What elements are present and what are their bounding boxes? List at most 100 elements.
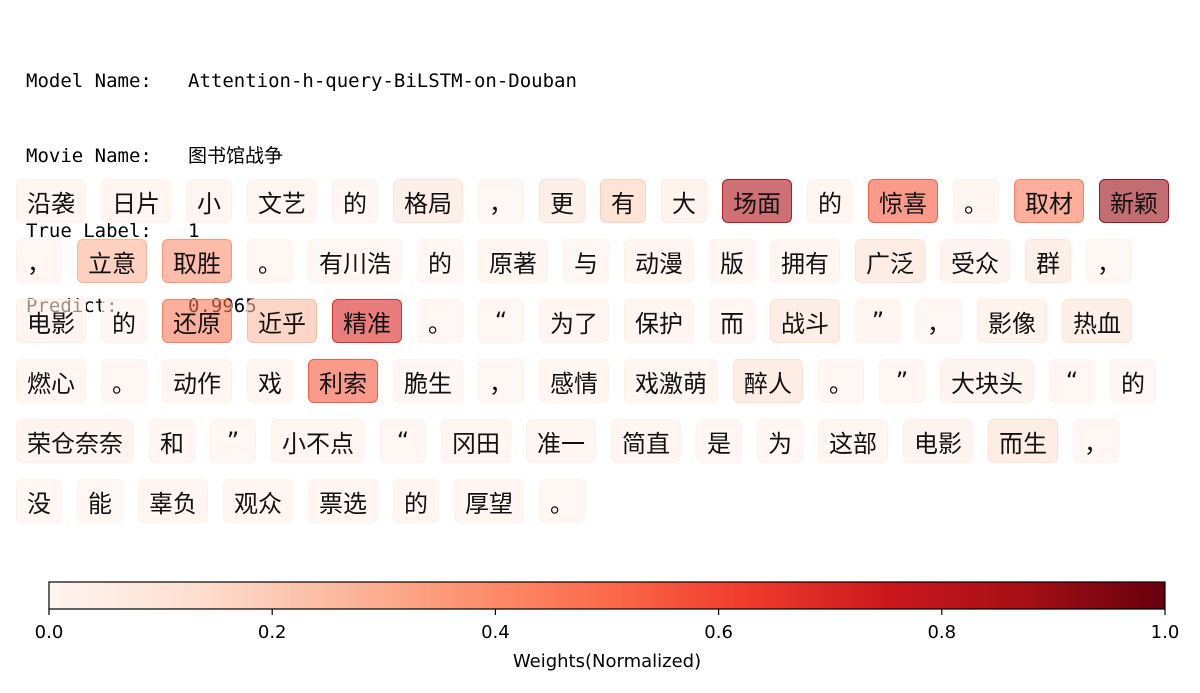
token-box: 。 — [953, 179, 999, 223]
token-box: 影像 — [977, 299, 1047, 343]
token-box: 惊喜 — [868, 179, 938, 223]
model-name-key: Model Name: — [26, 70, 152, 92]
token-box: 文艺 — [247, 179, 317, 223]
movie-name-key: Movie Name: — [26, 145, 152, 167]
true-label-key: True Label: — [26, 220, 152, 242]
colorbar-tick-label: 0.2 — [258, 622, 287, 643]
token-box: 。 — [818, 359, 864, 403]
token-box: ， — [916, 299, 962, 343]
token-box: 近乎 — [247, 299, 317, 343]
token-box: ， — [16, 239, 62, 283]
token-box: 燃心 — [16, 359, 86, 403]
token-box: 荣仓奈奈 — [16, 419, 134, 463]
token-box: 更 — [539, 179, 585, 223]
token-box: 票选 — [308, 479, 378, 523]
token-box: 。 — [539, 479, 585, 523]
token-box: 电影 — [903, 419, 973, 463]
token-box: 日片 — [101, 179, 171, 223]
token-box: 热血 — [1062, 299, 1132, 343]
token-box: 的 — [417, 239, 463, 283]
movie-name-row: Movie Name: 图书馆战争 — [26, 144, 577, 169]
model-name-row: Model Name: Attention-h-query-BiLSTM-on-D… — [26, 69, 577, 94]
colorbar-label: Weights(Normalized) — [513, 651, 701, 672]
token-box: 。 — [247, 239, 293, 283]
token-box: ” — [210, 419, 256, 463]
model-name-value: Attention-h-query-BiLSTM-on-Douban — [188, 70, 577, 92]
token-box: 广泛 — [855, 239, 925, 283]
token-box: 格局 — [393, 179, 463, 223]
colorbar-tick-label: 0.8 — [927, 622, 956, 643]
colorbar-svg: 0.0 0.2 0.4 0.6 0.8 1.0 Weights(Normalized) — [35, 581, 1180, 672]
token-box: 受众 — [940, 239, 1010, 283]
token-box: 和 — [149, 419, 195, 463]
token-box: 有川浩 — [308, 239, 402, 283]
token-box: 戏 — [247, 359, 293, 403]
token-box: 取材 — [1014, 179, 1084, 223]
token-box: 的 — [332, 179, 378, 223]
token-box: 动漫 — [624, 239, 694, 283]
colorbar: 0.0 0.2 0.4 0.6 0.8 1.0 Weights(Normalized) — [0, 560, 1200, 693]
token-box: 小 — [186, 179, 232, 223]
token-box: ， — [478, 359, 524, 403]
token-box: 而生 — [988, 419, 1058, 463]
token-box: 利索 — [308, 359, 378, 403]
token-box: 为了 — [539, 299, 609, 343]
token-box: 是 — [696, 419, 742, 463]
token-box: 简直 — [611, 419, 681, 463]
token-box: “ — [380, 419, 426, 463]
token-box: 。 — [417, 299, 463, 343]
token-box: 动作 — [162, 359, 232, 403]
token-box: 沿袭 — [16, 179, 86, 223]
token-box: 的 — [1110, 359, 1156, 403]
token-box: 厚望 — [454, 479, 524, 523]
colorbar-tick-label: 1.0 — [1151, 622, 1180, 643]
token-box: 感情 — [539, 359, 609, 403]
token-box: 精准 — [332, 299, 402, 343]
true-label-row: True Label: 1 — [26, 219, 577, 244]
token-box: 戏激萌 — [624, 359, 718, 403]
token-box: 新颖 — [1099, 179, 1169, 223]
token-box: “ — [1049, 359, 1095, 403]
attention-token-grid: 沿袭 日片小文艺的格局，更有大场面的惊喜。取材 新颖，立意 取胜。有川浩的原著与动漫版… — [16, 179, 1169, 523]
token-box: “ — [478, 299, 524, 343]
token-box: 有 — [600, 179, 646, 223]
token-box: 拥有 — [770, 239, 840, 283]
token-box: 小不点 — [271, 419, 365, 463]
token-box: 为 — [757, 419, 803, 463]
token-box: 的 — [101, 299, 147, 343]
token-box: 没 — [16, 479, 62, 523]
token-box: 战斗 — [770, 299, 840, 343]
colorbar-tick-label: 0.4 — [481, 622, 510, 643]
token-box: 电影 — [16, 299, 86, 343]
token-box: 而 — [709, 299, 755, 343]
token-box: 还原 — [162, 299, 232, 343]
token-box: 的 — [393, 479, 439, 523]
token-box: 准一 — [526, 419, 596, 463]
token-box: ， — [478, 179, 524, 223]
token-box: 能 — [77, 479, 123, 523]
token-box: 脆生 — [393, 359, 463, 403]
movie-name-value: 图书馆战争 — [188, 145, 284, 167]
true-label-value: 1 — [188, 220, 200, 242]
token-box: 场面 — [722, 179, 792, 223]
token-box: ” — [879, 359, 925, 403]
token-box: 立意 — [77, 239, 147, 283]
token-box: 保护 — [624, 299, 694, 343]
token-box: 冈田 — [441, 419, 511, 463]
token-box: 的 — [807, 179, 853, 223]
colorbar-tick-label: 0.6 — [704, 622, 733, 643]
colorbar-tick-label: 0.0 — [35, 622, 64, 643]
token-box: ， — [1086, 239, 1132, 283]
token-box: 原著 — [478, 239, 548, 283]
token-box: ， — [1073, 419, 1119, 463]
token-box: 大块头 — [940, 359, 1034, 403]
colorbar-gradient — [48, 581, 1166, 610]
token-box: 这部 — [818, 419, 888, 463]
token-box: 取胜 — [162, 239, 232, 283]
token-box: 醉人 — [733, 359, 803, 403]
token-box: 与 — [563, 239, 609, 283]
token-box: 。 — [101, 359, 147, 403]
token-box: ” — [855, 299, 901, 343]
token-box: 版 — [709, 239, 755, 283]
token-box: 观众 — [223, 479, 293, 523]
